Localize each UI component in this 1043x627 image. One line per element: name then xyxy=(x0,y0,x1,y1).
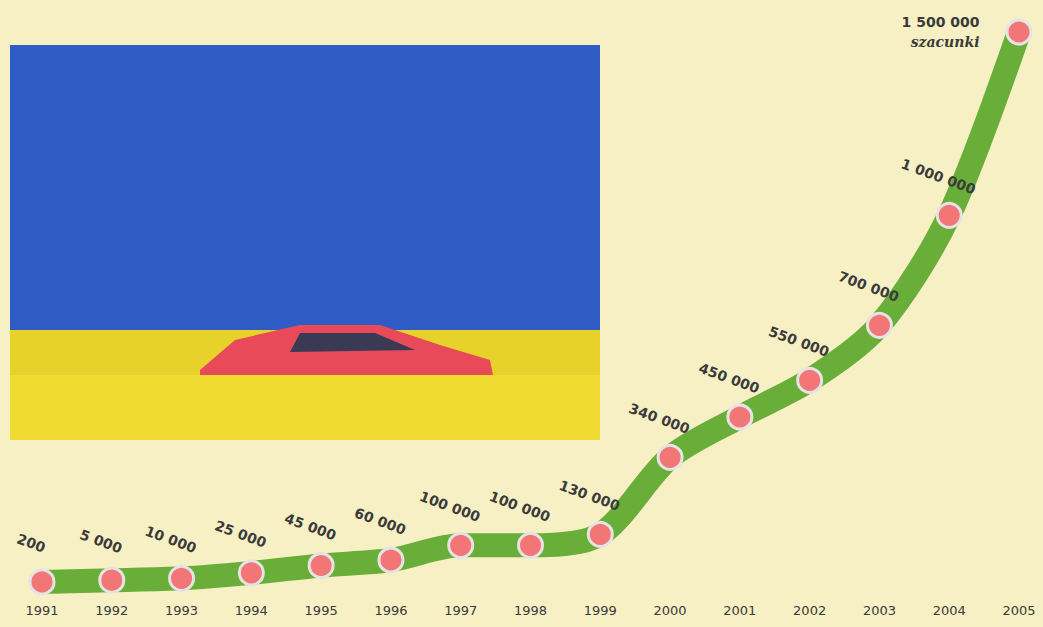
svg-text:100 000: 100 000 xyxy=(487,488,552,525)
svg-text:szacunki: szacunki xyxy=(911,34,980,50)
svg-text:340 000: 340 000 xyxy=(627,400,692,437)
svg-text:1998: 1998 xyxy=(514,603,547,618)
svg-text:2005: 2005 xyxy=(1002,603,1035,618)
svg-text:700 000: 700 000 xyxy=(836,268,901,305)
svg-text:1 000 000: 1 000 000 xyxy=(899,156,978,198)
svg-text:100 000: 100 000 xyxy=(417,488,482,525)
svg-text:45 000: 45 000 xyxy=(282,510,338,543)
svg-text:1997: 1997 xyxy=(444,603,477,618)
svg-text:25 000: 25 000 xyxy=(213,517,269,550)
svg-text:1996: 1996 xyxy=(374,603,407,618)
svg-text:2000: 2000 xyxy=(654,603,687,618)
svg-text:2001: 2001 xyxy=(723,603,756,618)
svg-text:2004: 2004 xyxy=(933,603,966,618)
svg-text:1 500 000: 1 500 000 xyxy=(902,14,980,30)
svg-text:550 000: 550 000 xyxy=(766,323,831,360)
svg-text:450 000: 450 000 xyxy=(697,360,762,397)
svg-text:1995: 1995 xyxy=(305,603,338,618)
svg-text:1993: 1993 xyxy=(165,603,198,618)
svg-text:1999: 1999 xyxy=(584,603,617,618)
svg-text:1994: 1994 xyxy=(235,603,268,618)
svg-text:200: 200 xyxy=(15,531,48,556)
svg-text:130 000: 130 000 xyxy=(557,477,622,514)
svg-text:1992: 1992 xyxy=(95,603,128,618)
svg-text:1991: 1991 xyxy=(25,603,58,618)
svg-text:2003: 2003 xyxy=(863,603,896,618)
svg-text:5 000: 5 000 xyxy=(78,526,125,556)
svg-text:2002: 2002 xyxy=(793,603,826,618)
svg-text:10 000: 10 000 xyxy=(143,523,199,556)
svg-text:60 000: 60 000 xyxy=(352,504,408,537)
